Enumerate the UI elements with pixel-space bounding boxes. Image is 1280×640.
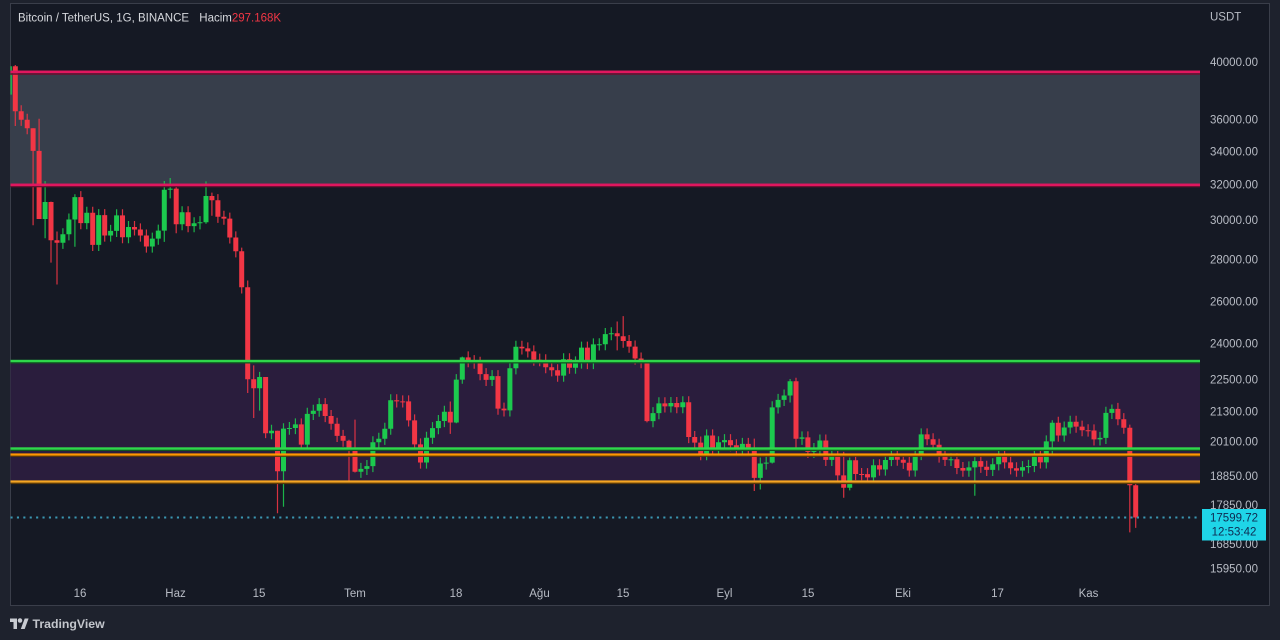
svg-text:17: 17 xyxy=(991,588,1004,600)
svg-text:17599.72: 17599.72 xyxy=(1210,513,1258,525)
svg-text:18850.00: 18850.00 xyxy=(1210,471,1258,483)
svg-text:34000.00: 34000.00 xyxy=(1210,147,1258,159)
svg-text:16: 16 xyxy=(74,588,87,600)
svg-text:24000.00: 24000.00 xyxy=(1210,339,1258,351)
svg-text:Ağu: Ağu xyxy=(529,588,549,600)
svg-text:Bitcoin / TetherUS, 1G, BINANC: Bitcoin / TetherUS, 1G, BINANCE Hacim297… xyxy=(18,13,281,25)
svg-text:Kas: Kas xyxy=(1079,588,1099,600)
svg-text:Tem: Tem xyxy=(344,588,366,600)
svg-text:15: 15 xyxy=(802,588,815,600)
svg-text:15: 15 xyxy=(617,588,630,600)
svg-text:Eyl: Eyl xyxy=(717,588,733,600)
svg-text:20100.00: 20100.00 xyxy=(1210,437,1258,449)
svg-text:TradingView: TradingView xyxy=(33,617,106,631)
svg-text:40000.00: 40000.00 xyxy=(1210,57,1258,69)
svg-text:28000.00: 28000.00 xyxy=(1210,255,1258,267)
svg-text:22500.00: 22500.00 xyxy=(1210,375,1258,387)
svg-text:15950.00: 15950.00 xyxy=(1210,564,1258,576)
svg-text:18: 18 xyxy=(450,588,463,600)
svg-text:36000.00: 36000.00 xyxy=(1210,115,1258,127)
svg-text:30000.00: 30000.00 xyxy=(1210,215,1258,227)
svg-text:Haz: Haz xyxy=(165,588,186,600)
svg-text:15: 15 xyxy=(253,588,266,600)
svg-text:32000.00: 32000.00 xyxy=(1210,180,1258,192)
svg-text:21300.00: 21300.00 xyxy=(1210,407,1258,419)
svg-text:Eki: Eki xyxy=(895,588,911,600)
svg-text:USDT: USDT xyxy=(1210,12,1241,24)
svg-text:26000.00: 26000.00 xyxy=(1210,297,1258,309)
svg-text:16850.00: 16850.00 xyxy=(1210,539,1258,551)
svg-text:12:53:42: 12:53:42 xyxy=(1212,527,1257,539)
